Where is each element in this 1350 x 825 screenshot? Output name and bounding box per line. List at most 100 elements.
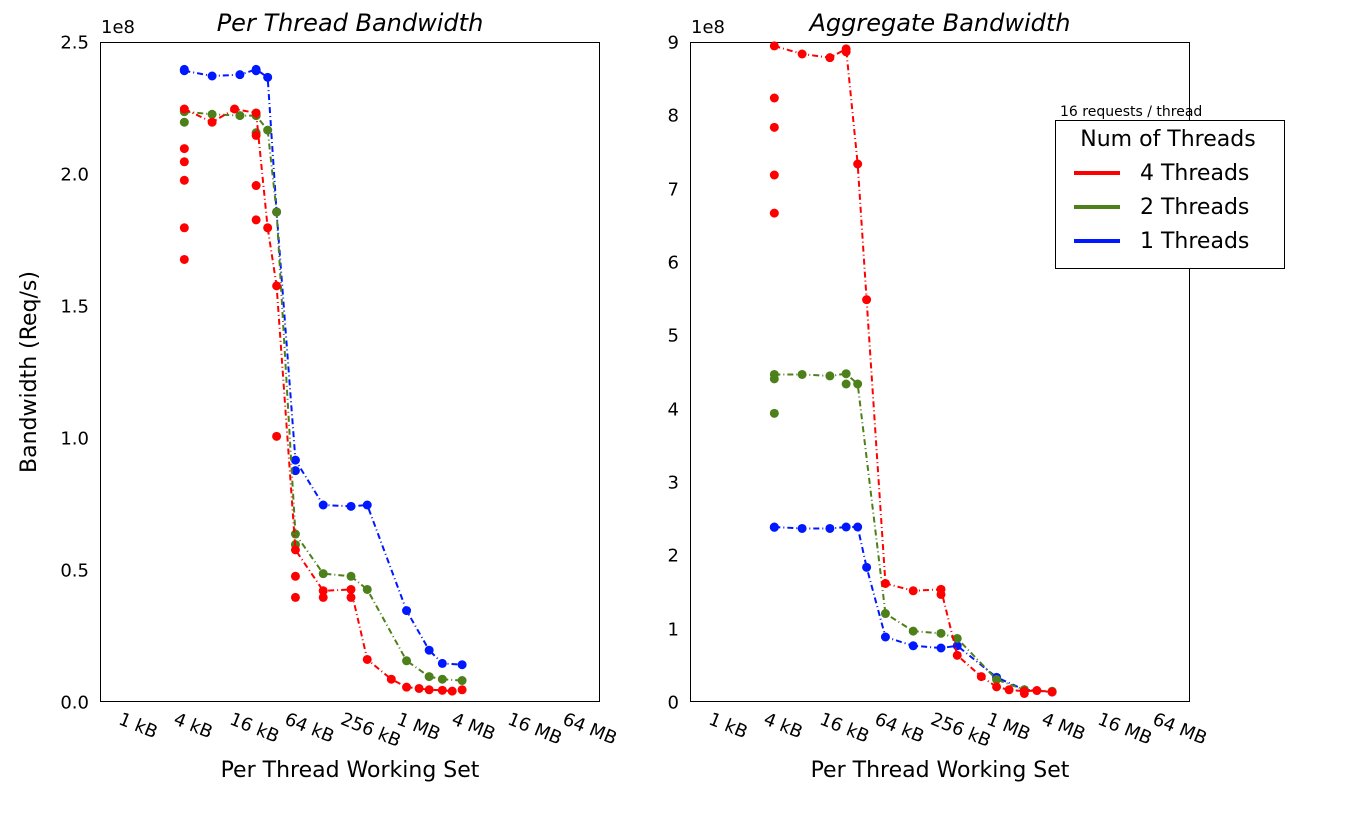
series-marker-ag_t4 <box>977 672 986 681</box>
y-tick-label: 2 <box>668 546 679 567</box>
legend-swatch <box>1074 171 1120 175</box>
series-marker-ag_t1 <box>881 633 890 642</box>
series-marker-ag_t1 <box>862 563 871 572</box>
series-marker-ag_t4 <box>881 579 890 588</box>
series-marker-pt_t4a <box>252 131 261 140</box>
series-marker-ag_t2 <box>937 629 946 638</box>
series-marker-pt_t4a <box>180 144 189 153</box>
y-exponent: 1e8 <box>691 17 725 38</box>
series-marker-pt_t4a <box>180 157 189 166</box>
series-marker-ag_t4 <box>853 160 862 169</box>
series-marker-pt_t4a <box>180 223 189 232</box>
series-marker-pt_t4a <box>272 281 281 290</box>
series-marker-ag_t1 <box>770 523 779 532</box>
series-marker-ag_t4 <box>992 682 1001 691</box>
series-marker-pt_t4a <box>252 215 261 224</box>
series-marker-pt_t2 <box>272 207 281 216</box>
series-marker-pt_t4a <box>402 683 411 692</box>
series-marker-ag_t1 <box>842 523 851 532</box>
series-marker-pt_t4a <box>448 687 457 696</box>
series-marker-pt_t4a <box>363 655 372 664</box>
series-marker-pt_t4a <box>252 108 261 117</box>
series-marker-pt_t4a <box>263 223 272 232</box>
series-marker-pt_t1 <box>180 65 189 74</box>
series-marker-pt_t4a <box>425 685 434 694</box>
series-marker-pt_t4a <box>458 685 467 694</box>
legend-item: 4 Threads <box>1070 156 1266 190</box>
series-marker-ag_t4 <box>1020 689 1029 698</box>
series-marker-pt_t1 <box>319 501 328 510</box>
series-marker-ag_t2 <box>842 380 851 389</box>
series-marker-ag_t1 <box>909 641 918 650</box>
series-marker-pt_t4a <box>252 181 261 190</box>
series-marker-pt_t1 <box>458 660 467 669</box>
series-marker-pt_t2 <box>438 675 447 684</box>
series-marker-ag_t4 <box>770 209 779 218</box>
series-marker-ag_t4 <box>770 41 779 50</box>
series-marker-pt_t4a <box>438 686 447 695</box>
axes-title: Aggregate Bandwidth <box>691 9 1189 37</box>
series-marker-pt_t1 <box>347 502 356 511</box>
x-tick-label: 16 kB <box>226 709 282 748</box>
series-marker-pt_t4a <box>180 176 189 185</box>
y-tick-label: 4 <box>668 399 679 420</box>
legend-label: 1 Threads <box>1140 229 1249 254</box>
series-marker-ag_t2 <box>798 370 807 379</box>
series-marker-pt_t1 <box>235 70 244 79</box>
series-marker-ag_t1 <box>853 523 862 532</box>
series-marker-ag_t4 <box>798 50 807 59</box>
y-tick-label: 5 <box>668 326 679 347</box>
series-marker-ag_t1 <box>937 644 946 653</box>
series-marker-pt_t4a <box>291 572 300 581</box>
x-tick-label: 256 kB <box>338 709 404 752</box>
series-marker-pt_t1 <box>208 72 217 81</box>
axes-per_thread: Per Thread Bandwidth1e8Per Thread Workin… <box>100 42 600 702</box>
series-marker-pt_t2 <box>180 118 189 127</box>
y-tick-label: 2.5 <box>60 33 89 54</box>
series-line-pt_t4a <box>184 109 462 691</box>
x-axis-label: Per Thread Working Set <box>101 758 599 783</box>
series-marker-pt_t2 <box>347 572 356 581</box>
series-marker-pt_t4a <box>347 585 356 594</box>
x-tick-label: 1 kB <box>115 709 160 743</box>
x-tick-label: 4 kB <box>171 709 216 743</box>
series-marker-ag_t4 <box>770 123 779 132</box>
series-marker-ag_t4 <box>953 651 962 660</box>
legend-label: 2 Threads <box>1140 195 1249 220</box>
y-tick-label: 0.0 <box>60 693 89 714</box>
series-marker-ag_t4 <box>770 94 779 103</box>
series-marker-ag_t4 <box>842 47 851 56</box>
series-marker-pt_t4a <box>272 432 281 441</box>
series-marker-ag_t2 <box>770 374 779 383</box>
y-exponent: 1e8 <box>101 17 135 38</box>
x-tick-label: 64 MB <box>560 709 620 750</box>
x-tick-label: 256 kB <box>928 709 994 752</box>
series-marker-pt_t2 <box>363 585 372 594</box>
series-marker-ag_t2 <box>881 609 890 618</box>
series-marker-ag_t4 <box>909 586 918 595</box>
y-tick-label: 9 <box>668 33 679 54</box>
y-tick-label: 8 <box>668 106 679 127</box>
series-marker-ag_t2 <box>909 627 918 636</box>
series-marker-ag_t2 <box>770 409 779 418</box>
series-marker-pt_t2 <box>458 676 467 685</box>
x-tick-label: 4 MB <box>449 709 499 745</box>
figure: Per Thread Bandwidth1e8Per Thread Workin… <box>0 0 1350 825</box>
series-marker-pt_t1 <box>291 456 300 465</box>
legend-swatch <box>1074 205 1120 209</box>
x-axis-label: Per Thread Working Set <box>691 758 1189 783</box>
x-tick-label: 4 MB <box>1039 709 1089 745</box>
x-tick-label: 1 kB <box>705 709 750 743</box>
x-tick-label: 4 kB <box>761 709 806 743</box>
y-tick-label: 3 <box>668 473 679 494</box>
series-marker-ag_t4 <box>862 295 871 304</box>
series-marker-pt_t1 <box>425 646 434 655</box>
series-marker-ag_t2 <box>825 371 834 380</box>
y-tick-label: 2.0 <box>60 165 89 186</box>
legend-item: 2 Threads <box>1070 190 1266 224</box>
series-marker-pt_t4a <box>208 118 217 127</box>
y-tick-label: 1 <box>668 619 679 640</box>
legend-swatch <box>1074 239 1120 243</box>
plot-svg <box>101 43 599 701</box>
series-marker-ag_t1 <box>825 524 834 533</box>
